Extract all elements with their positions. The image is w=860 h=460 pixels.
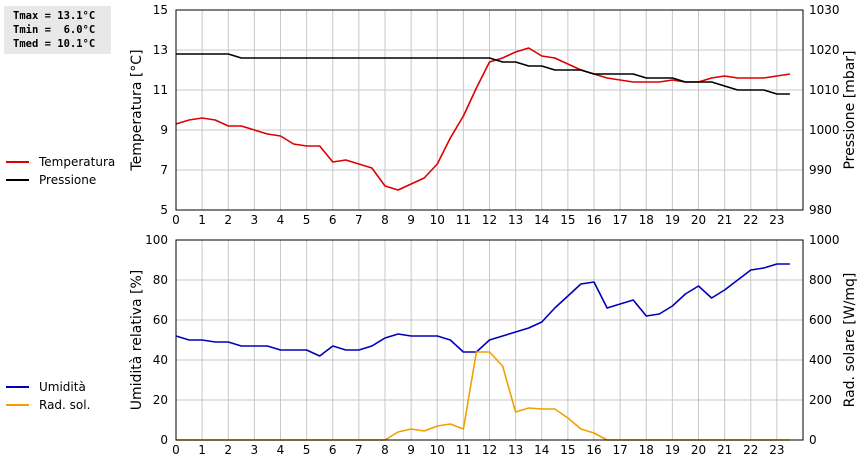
panel1-series-1-line <box>175 47 791 191</box>
panel1-y2-tick-label: 1030 <box>809 3 840 17</box>
panel2-y-tick-label: 0 <box>160 433 168 447</box>
panel1-x-tick-label: 9 <box>407 213 415 227</box>
panel1-y2-tick-label: 1010 <box>809 83 840 97</box>
panel2-plot-frame <box>175 239 804 441</box>
panel1-legend-label-2: Pressione <box>39 173 96 187</box>
panel1-x-tick-label: 2 <box>224 213 232 227</box>
panel1-x-tick-label: 8 <box>381 213 389 227</box>
panel2-x-tick-label: 7 <box>355 443 363 457</box>
panel1-y-tick-label: 15 <box>153 3 168 17</box>
panel2-x-tick-label: 2 <box>224 443 232 457</box>
panel1-x-tick-label: 12 <box>482 213 497 227</box>
tmed-text: Tmed = 10.1°C <box>13 38 96 50</box>
panel2-x-tick-label: 13 <box>508 443 523 457</box>
panel2-x-tick-label: 14 <box>534 443 549 457</box>
panel1-x-tick-label: 23 <box>769 213 784 227</box>
panel1-x-tick-label: 0 <box>172 213 180 227</box>
panel1-x-tick-label: 18 <box>639 213 654 227</box>
panel2-y-tick-label: 60 <box>153 313 168 327</box>
panel1-x-tick-label: 1 <box>198 213 206 227</box>
panel1-y-tick-label: 11 <box>153 83 168 97</box>
panel2-x-tick-label: 10 <box>430 443 445 457</box>
panel1-x-tick-label: 5 <box>303 213 311 227</box>
panel1-x-tick-label: 6 <box>329 213 337 227</box>
panel2-x-tick-label: 23 <box>769 443 784 457</box>
panel1-x-tick-label: 3 <box>251 213 259 227</box>
panel2-x-tick-label: 3 <box>251 443 259 457</box>
panel2-x-tick-label: 5 <box>303 443 311 457</box>
panel2-x-tick-label: 6 <box>329 443 337 457</box>
panel1-x-tick-label: 22 <box>743 213 758 227</box>
panel2-x-tick-label: 4 <box>277 443 285 457</box>
panel1-x-tick-label: 17 <box>612 213 627 227</box>
panel1-series-2-line <box>176 53 790 95</box>
panel1-x-tick-label: 20 <box>691 213 706 227</box>
panel1-x-tick-label: 4 <box>277 213 285 227</box>
panel2-y2-tick-label: 0 <box>809 433 817 447</box>
panel1-y-tick-label: 13 <box>153 43 168 57</box>
panel2-y-axis-label: Umidità relativa [%] <box>129 270 145 411</box>
panel2-y2-axis-label: Rad. solare [W/mq] <box>842 273 858 408</box>
panel2-x-tick-label: 16 <box>586 443 601 457</box>
panel2-x-tick-label: 8 <box>381 443 389 457</box>
tmax-text: Tmax = 13.1°C <box>13 10 96 22</box>
panel1-y2-tick-label: 990 <box>809 163 832 177</box>
panel2-x-tick-label: 17 <box>612 443 627 457</box>
panel2-y2-tick-label: 200 <box>809 393 832 407</box>
panel2-y-tick-label: 40 <box>153 353 168 367</box>
panel2-x-tick-label: 19 <box>665 443 680 457</box>
panel1-y-axis-label: Temperatura [°C] <box>129 49 145 171</box>
panel1-y2-axis-label: Pressione [mbar] <box>842 50 858 169</box>
panel2-y-tick-label: 80 <box>153 273 168 287</box>
panel2-y2-tick-label: 600 <box>809 313 832 327</box>
panel1-y2-tick-label: 980 <box>809 203 832 217</box>
panel2-y2-tick-label: 800 <box>809 273 832 287</box>
panel1-y-tick-label: 5 <box>160 203 168 217</box>
panel2-series-2-line <box>176 351 790 441</box>
panel2-x-tick-label: 1 <box>198 443 206 457</box>
panel1-x-tick-label: 11 <box>456 213 471 227</box>
panel2-y-tick-label: 20 <box>153 393 168 407</box>
panel1-x-tick-label: 10 <box>430 213 445 227</box>
panel1-y2-tick-label: 1000 <box>809 123 840 137</box>
panel1-y-tick-label: 7 <box>160 163 168 177</box>
panel2-legend-label-2: Rad. sol. <box>39 398 90 412</box>
panel2-x-tick-label: 11 <box>456 443 471 457</box>
panel1-x-tick-label: 13 <box>508 213 523 227</box>
panel2-x-tick-label: 22 <box>743 443 758 457</box>
panel2-y-tick-label: 100 <box>145 233 168 247</box>
panel1-x-tick-label: 7 <box>355 213 363 227</box>
panel2-y2-tick-label: 1000 <box>809 233 840 247</box>
panel2-x-tick-label: 21 <box>717 443 732 457</box>
stats-box: Tmax = 13.1°C Tmin = 6.0°C Tmed = 10.1°C <box>4 6 111 54</box>
panel2-legend-label-1: Umidità <box>39 380 86 394</box>
panel1-x-tick-label: 19 <box>665 213 680 227</box>
tmin-text: Tmin = 6.0°C <box>13 24 96 36</box>
panel1-legend-label-1: Temperatura <box>38 155 115 169</box>
panel1-x-tick-label: 14 <box>534 213 549 227</box>
panel1-y2-tick-label: 1020 <box>809 43 840 57</box>
panel2-y2-tick-label: 400 <box>809 353 832 367</box>
panel2-x-tick-label: 12 <box>482 443 497 457</box>
panel1-x-tick-label: 21 <box>717 213 732 227</box>
panel1-x-tick-label: 15 <box>560 213 575 227</box>
panel1-y-tick-label: 9 <box>160 123 168 137</box>
panel2-x-tick-label: 0 <box>172 443 180 457</box>
panel2-x-tick-label: 9 <box>407 443 415 457</box>
panel1-x-tick-label: 16 <box>586 213 601 227</box>
panel2-x-tick-label: 15 <box>560 443 575 457</box>
panel2-x-tick-label: 18 <box>639 443 654 457</box>
panel1-plot-frame <box>175 9 804 211</box>
panel2-x-tick-label: 20 <box>691 443 706 457</box>
panel2-series-1-line <box>175 263 790 357</box>
